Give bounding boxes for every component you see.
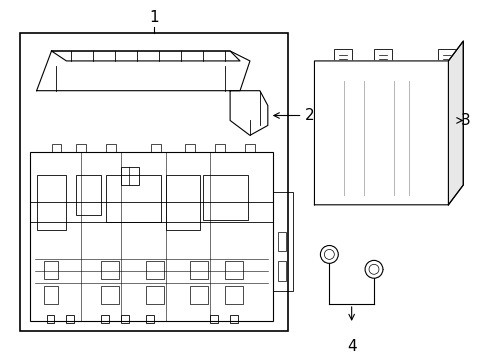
Bar <box>210 315 218 323</box>
Polygon shape <box>230 91 268 135</box>
Bar <box>101 286 119 304</box>
Bar <box>278 231 286 251</box>
Bar <box>146 315 154 323</box>
Bar <box>101 261 119 279</box>
Bar <box>47 315 54 323</box>
Bar <box>44 286 58 304</box>
Bar <box>101 69 191 89</box>
Text: 3: 3 <box>460 113 470 128</box>
Bar <box>106 175 161 222</box>
Text: 1: 1 <box>149 10 159 25</box>
Bar <box>151 144 161 152</box>
Bar <box>245 144 255 152</box>
Bar <box>324 81 374 195</box>
Bar <box>146 261 164 279</box>
Polygon shape <box>315 41 464 205</box>
Circle shape <box>324 249 334 260</box>
Bar <box>273 192 293 291</box>
Bar <box>384 81 424 195</box>
Bar <box>230 315 238 323</box>
Bar <box>109 72 129 86</box>
Circle shape <box>365 260 383 278</box>
Text: 4: 4 <box>347 339 357 354</box>
Bar <box>386 86 396 190</box>
Bar <box>225 286 243 304</box>
Bar <box>404 86 414 190</box>
Bar <box>106 144 116 152</box>
Bar <box>344 86 354 190</box>
Bar <box>329 86 339 190</box>
Bar <box>66 315 74 323</box>
Bar <box>334 49 352 61</box>
Polygon shape <box>51 51 240 61</box>
Polygon shape <box>448 41 464 205</box>
Bar <box>51 144 61 152</box>
Bar <box>101 315 109 323</box>
Bar <box>225 261 243 279</box>
Bar <box>374 49 392 61</box>
Bar <box>439 49 456 61</box>
Bar <box>166 175 200 230</box>
Circle shape <box>369 264 379 274</box>
Bar <box>215 144 225 152</box>
Bar <box>278 261 286 281</box>
Bar <box>76 175 101 215</box>
Bar <box>191 261 208 279</box>
Bar <box>44 261 58 279</box>
Circle shape <box>320 246 338 264</box>
Polygon shape <box>37 51 250 91</box>
Bar <box>30 152 273 321</box>
Bar <box>30 202 273 222</box>
Bar <box>185 144 196 152</box>
Bar <box>20 33 288 331</box>
Bar <box>146 286 164 304</box>
Bar <box>121 167 139 185</box>
Bar <box>121 315 129 323</box>
Bar <box>191 286 208 304</box>
Bar <box>37 175 66 230</box>
Bar <box>76 144 86 152</box>
Text: 2: 2 <box>305 108 314 123</box>
Bar <box>203 175 248 220</box>
